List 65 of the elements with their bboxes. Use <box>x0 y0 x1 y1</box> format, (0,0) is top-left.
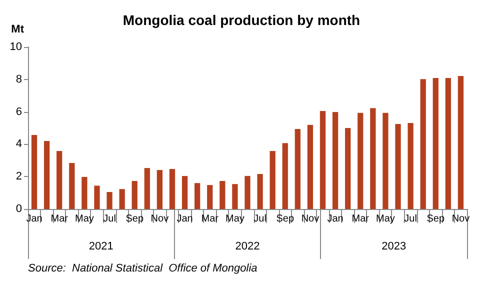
source-note: Source: National Statistical Office of Mongolia <box>28 262 258 274</box>
bar <box>395 124 401 209</box>
bar <box>220 180 226 209</box>
x-tick-label: Jan <box>327 214 344 224</box>
bar <box>69 162 75 209</box>
bar <box>44 140 50 209</box>
x-tick-label: Sep <box>426 214 445 224</box>
bar <box>382 112 388 209</box>
bar <box>458 76 464 209</box>
x-tick-label: Jul <box>254 214 266 224</box>
y-tick-label: 4 <box>16 138 22 150</box>
x-tick-label: Jul <box>404 214 417 224</box>
y-tick-label: 8 <box>16 73 22 86</box>
y-axis-title: Mt <box>11 24 24 36</box>
y-tick-label: 10 <box>10 41 22 53</box>
x-tick-label: Sep <box>276 214 294 224</box>
bar <box>345 128 351 209</box>
bar <box>169 168 176 209</box>
x-tick-label: Nov <box>150 214 169 224</box>
x-tick-label: May <box>74 214 94 224</box>
bar <box>156 170 163 209</box>
text: 2022 <box>235 240 260 252</box>
bar <box>257 174 263 209</box>
x-tick-label: Mar <box>201 214 220 224</box>
bar <box>294 128 300 209</box>
bar <box>119 189 125 209</box>
bar <box>132 180 138 209</box>
bar <box>31 134 38 209</box>
y-tick-label: 0 <box>16 203 22 215</box>
bar <box>445 78 452 209</box>
bar <box>106 192 112 209</box>
bar <box>320 110 326 209</box>
bar <box>232 184 238 209</box>
bar <box>182 176 188 209</box>
bar <box>408 122 414 209</box>
bar <box>144 168 150 209</box>
x-tick-label: May <box>226 214 244 224</box>
x-tick-label: Sep <box>126 214 144 224</box>
bar <box>270 151 276 209</box>
x-tick-label: Nov <box>452 214 470 224</box>
bar <box>332 112 338 209</box>
bar <box>56 151 62 209</box>
y-tick-label: 6 <box>16 106 22 118</box>
bar <box>194 183 200 209</box>
text: 2023 <box>382 240 406 252</box>
bar <box>94 186 100 209</box>
bar <box>370 108 376 209</box>
bar <box>244 176 250 209</box>
bar <box>358 112 364 209</box>
x-tick-label: Jul <box>103 214 116 224</box>
x-tick-label: Mar <box>352 214 370 224</box>
x-tick-label: Jan <box>26 214 42 224</box>
x-tick-label: Jan <box>176 214 193 224</box>
bar <box>282 143 288 209</box>
text: 2021 <box>88 240 114 252</box>
y-tick-label: 2 <box>16 170 22 183</box>
x-tick-label: Nov <box>301 214 320 224</box>
chart-title: Mongolia coal production by month <box>122 12 360 28</box>
bar <box>420 79 426 209</box>
x-tick-label: May <box>376 214 395 224</box>
bar <box>307 124 314 209</box>
bar <box>432 78 438 209</box>
bar <box>82 176 88 209</box>
x-tick-label: Mar <box>50 214 69 224</box>
bar <box>207 185 213 209</box>
